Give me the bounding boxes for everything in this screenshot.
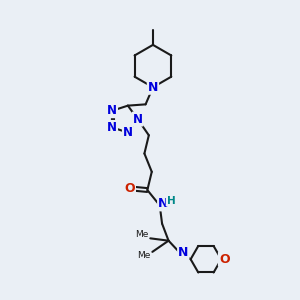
Text: N: N [178, 246, 188, 259]
Text: O: O [219, 253, 230, 266]
Text: Me: Me [137, 251, 151, 260]
Text: O: O [124, 182, 135, 195]
Text: N: N [107, 121, 117, 134]
Text: N: N [123, 126, 133, 139]
Text: N: N [158, 197, 168, 210]
Text: N: N [107, 104, 117, 117]
Text: N: N [133, 112, 142, 126]
Text: Me: Me [135, 230, 149, 239]
Text: H: H [167, 196, 175, 206]
Text: N: N [148, 81, 158, 94]
